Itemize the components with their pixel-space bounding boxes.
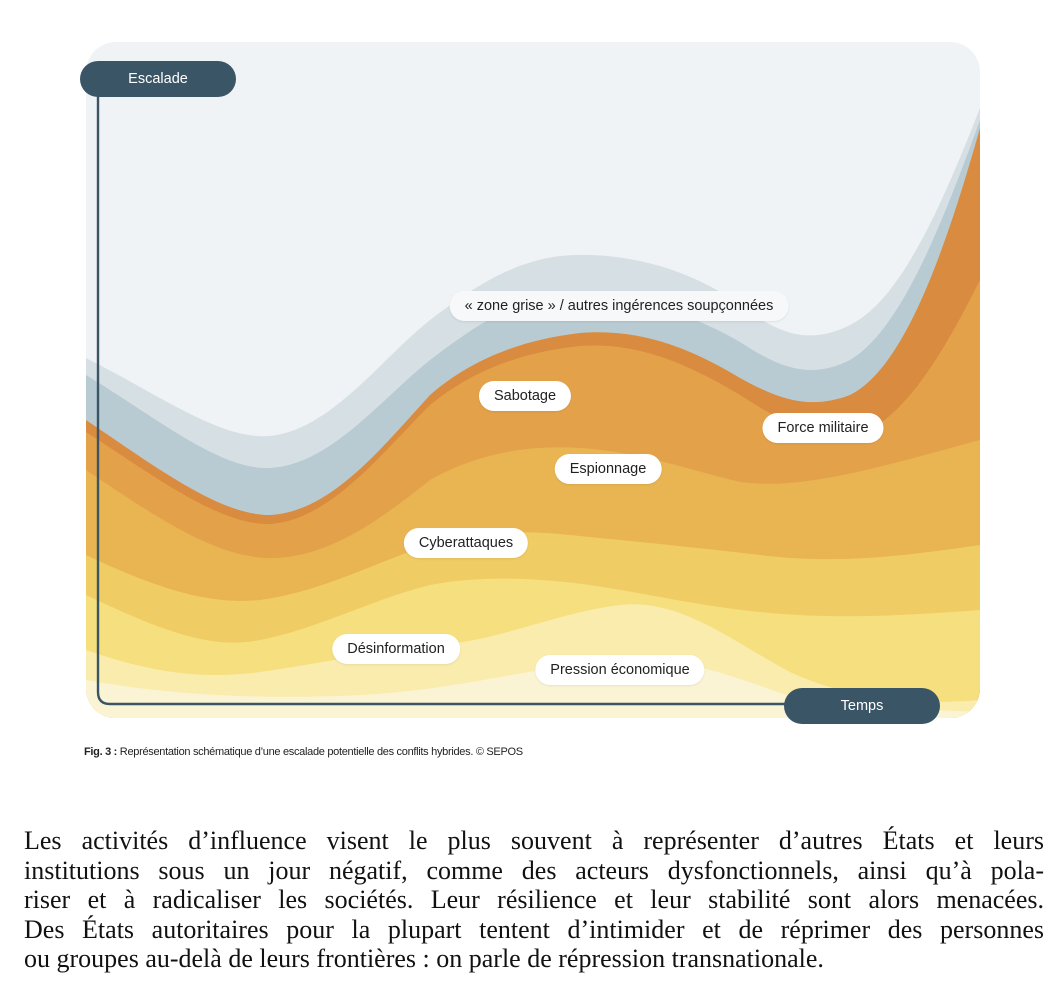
label-sabotage: Sabotage [478, 381, 572, 411]
caption-prefix: Fig. 3 : [84, 746, 118, 758]
label-zone-grise: « zone grise » / autres ingérences soupç… [449, 291, 789, 321]
paragraph-line: institutions sous un jour négatif, comme… [24, 855, 1044, 885]
label-desinformation: Désinformation [332, 634, 460, 664]
paragraph-line: Des États autoritaires pour la plupart t… [24, 914, 1044, 944]
paragraph-line: riser et à radicaliser les sociétés. Leu… [24, 885, 1044, 914]
x-axis-label: Temps [784, 688, 940, 724]
figure-caption: Fig. 3 : Représentation schématique d’un… [84, 746, 523, 758]
body-paragraph: Les activités d’influence visent le plus… [24, 826, 1044, 974]
label-pression-economique: Pression économique [535, 655, 705, 685]
y-axis-label: Escalade [80, 61, 236, 97]
paragraph-line: Les activités d’influence visent le plus… [24, 826, 1044, 855]
label-cyberattaques: Cyberattaques [403, 528, 529, 558]
caption-text: Représentation schématique d’une escalad… [117, 746, 523, 758]
paragraph-line: ou groupes au-delà de leurs frontières :… [24, 944, 824, 973]
label-force-militaire: Force militaire [762, 413, 884, 443]
layer-base [86, 659, 980, 718]
label-espionnage: Espionnage [554, 454, 662, 484]
hybrid-conflict-figure: Escalade Temps « zone grise » / autres i… [80, 42, 980, 724]
stacked-area-diagram [86, 42, 980, 718]
axes-line [96, 82, 800, 706]
